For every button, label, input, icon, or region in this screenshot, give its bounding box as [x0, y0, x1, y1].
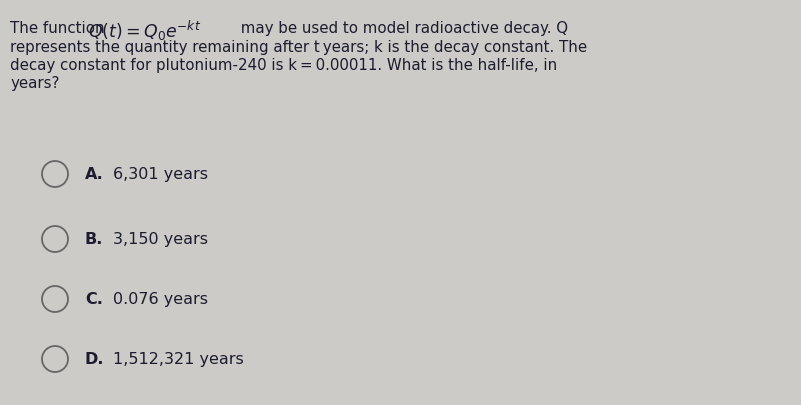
Text: 6,301 years: 6,301 years [113, 167, 208, 182]
Text: may be used to model radioactive decay. Q: may be used to model radioactive decay. … [236, 21, 568, 36]
Text: represents the quantity remaining after t years; k is the decay constant. The: represents the quantity remaining after … [10, 40, 587, 55]
Text: decay constant for plutonium-240 is k = 0.00011. What is the half-life, in: decay constant for plutonium-240 is k = … [10, 58, 557, 73]
Text: 0.076 years: 0.076 years [113, 292, 208, 307]
Text: 3,150 years: 3,150 years [113, 232, 208, 247]
Text: years?: years? [10, 76, 59, 91]
Text: B.: B. [85, 232, 103, 247]
Text: 1,512,321 years: 1,512,321 years [113, 352, 244, 367]
Text: C.: C. [85, 292, 103, 307]
Text: The function: The function [10, 21, 110, 36]
Text: D.: D. [85, 352, 104, 367]
Text: A.: A. [85, 167, 104, 182]
Text: $Q(t) = Q_0 e^{-kt}$: $Q(t) = Q_0 e^{-kt}$ [88, 19, 201, 43]
